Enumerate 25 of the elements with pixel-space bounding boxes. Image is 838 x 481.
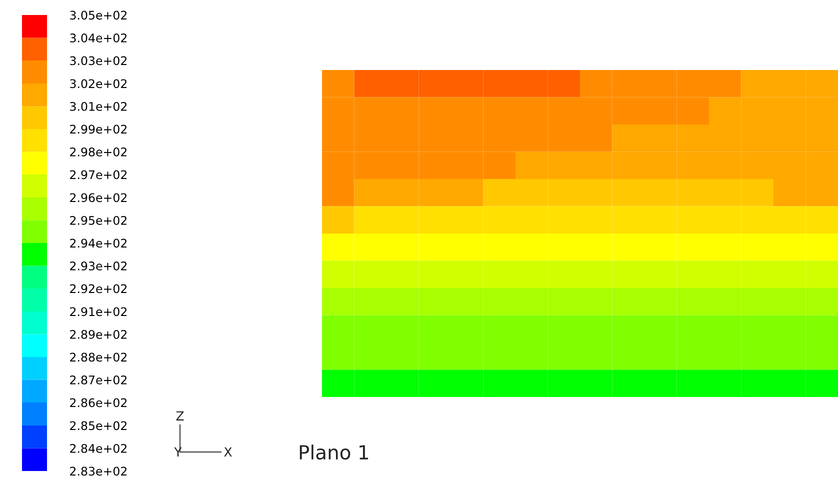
- color-bar-label: 3.02e+02: [70, 79, 127, 88]
- color-bar-label: 2.88e+02: [70, 352, 127, 362]
- color-bar-label: 2.91e+02: [70, 307, 127, 316]
- color-bar-label: 2.97e+02: [70, 170, 127, 180]
- text: X: [224, 447, 232, 456]
- color-bar-label: 3.03e+02: [70, 56, 127, 66]
- color-bar-label: 3.04e+02: [70, 33, 127, 42]
- text: Y: [174, 447, 182, 456]
- color-bar-label: 2.83e+02: [70, 466, 127, 476]
- color-bar-label: 2.86e+02: [70, 398, 127, 408]
- color-bar-label: 2.93e+02: [70, 261, 127, 270]
- color-bar-label: 2.84e+02: [70, 444, 127, 453]
- color-bar-label: 2.92e+02: [70, 284, 127, 294]
- color-bar-label: 2.99e+02: [70, 124, 127, 134]
- color-bar-label: 3.05e+02: [70, 10, 127, 20]
- color-bar-label: 2.98e+02: [70, 147, 127, 156]
- color-bar-label: 3.01e+02: [70, 102, 127, 111]
- color-bar-label: 2.96e+02: [70, 193, 127, 202]
- color-bar-label: 2.95e+02: [70, 216, 127, 225]
- color-bar-label: 2.85e+02: [70, 421, 127, 430]
- text: Z: [176, 411, 184, 420]
- color-bar-label: 2.89e+02: [70, 330, 127, 339]
- text: Plano 1: [300, 444, 368, 460]
- color-bar-label: 2.94e+02: [70, 238, 127, 248]
- color-bar-label: 2.87e+02: [70, 375, 127, 384]
